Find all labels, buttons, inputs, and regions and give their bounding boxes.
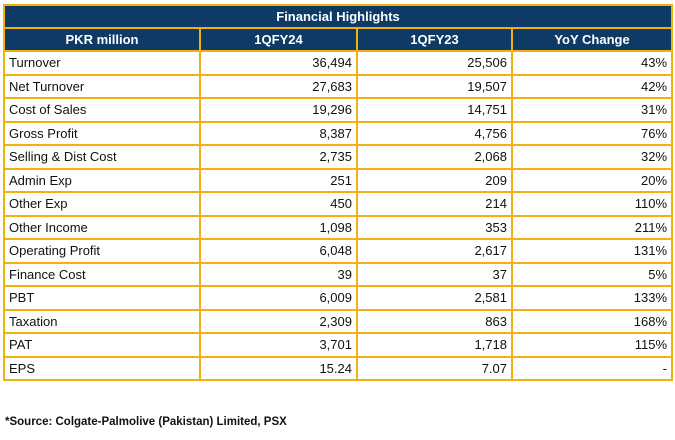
cell-yoy-change: 43% xyxy=(510,50,674,76)
row-label: Selling & Dist Cost xyxy=(3,144,201,170)
header-pkr-million: PKR million xyxy=(3,27,201,52)
row-label: PBT xyxy=(3,285,201,311)
table-row: Taxation 2,309 863 168% xyxy=(3,308,674,334)
cell-1qfy24: 251 xyxy=(199,167,358,193)
table-header-row: PKR million 1QFY24 1QFY23 YoY Change xyxy=(3,27,674,52)
cell-1qfy24: 6,048 xyxy=(199,238,358,264)
cell-1qfy23: 14,751 xyxy=(356,97,513,123)
cell-yoy-change: 115% xyxy=(510,332,674,358)
table-row: Admin Exp 251 209 20% xyxy=(3,167,674,193)
row-label: PAT xyxy=(3,332,201,358)
cell-1qfy24: 2,309 xyxy=(199,308,358,334)
financial-highlights-table: Financial Highlights PKR million 1QFY24 … xyxy=(2,4,674,381)
cell-1qfy23: 4,756 xyxy=(356,120,513,146)
table-row: Turnover 36,494 25,506 43% xyxy=(3,50,674,76)
row-label: Taxation xyxy=(3,308,201,334)
cell-1qfy23: 2,581 xyxy=(356,285,513,311)
cell-1qfy23: 863 xyxy=(356,308,513,334)
row-label: Cost of Sales xyxy=(3,97,201,123)
header-1qfy24: 1QFY24 xyxy=(199,27,358,52)
cell-1qfy24: 6,009 xyxy=(199,285,358,311)
table-row: PAT 3,701 1,718 115% xyxy=(3,332,674,358)
cell-1qfy23: 214 xyxy=(356,191,513,217)
table-row: Net Turnover 27,683 19,507 42% xyxy=(3,73,674,99)
cell-1qfy23: 7.07 xyxy=(356,355,513,381)
cell-yoy-change: 211% xyxy=(510,214,674,240)
table-body: Turnover 36,494 25,506 43% Net Turnover 27,68… xyxy=(3,50,674,381)
cell-1qfy23: 209 xyxy=(356,167,513,193)
source-note: *Source: Colgate-Palmolive (Pakistan) Li… xyxy=(5,416,287,428)
cell-1qfy23: 2,617 xyxy=(356,238,513,264)
row-label: Turnover xyxy=(3,50,201,76)
cell-yoy-change: 32% xyxy=(510,144,674,170)
cell-1qfy24: 8,387 xyxy=(199,120,358,146)
row-label: Operating Profit xyxy=(3,238,201,264)
cell-1qfy24: 3,701 xyxy=(199,332,358,358)
cell-1qfy23: 37 xyxy=(356,261,513,287)
row-label: Net Turnover xyxy=(3,73,201,99)
table-row: Other Exp 450 214 110% xyxy=(3,191,674,217)
cell-1qfy24: 1,098 xyxy=(199,214,358,240)
cell-1qfy24: 19,296 xyxy=(199,97,358,123)
row-label: Finance Cost xyxy=(3,261,201,287)
cell-yoy-change: - xyxy=(510,355,674,381)
cell-1qfy23: 1,718 xyxy=(356,332,513,358)
cell-1qfy24: 27,683 xyxy=(199,73,358,99)
table-row: PBT 6,009 2,581 133% xyxy=(3,285,674,311)
table-title: Financial Highlights xyxy=(2,4,674,29)
cell-1qfy24: 39 xyxy=(199,261,358,287)
table-title-row: Financial Highlights xyxy=(2,4,674,29)
cell-1qfy23: 19,507 xyxy=(356,73,513,99)
cell-1qfy23: 353 xyxy=(356,214,513,240)
row-label: Admin Exp xyxy=(3,167,201,193)
table-row: Cost of Sales 19,296 14,751 31% xyxy=(3,97,674,123)
row-label: Other Exp xyxy=(3,191,201,217)
cell-yoy-change: 110% xyxy=(510,191,674,217)
table-row: Finance Cost 39 37 5% xyxy=(3,261,674,287)
table-row: Selling & Dist Cost 2,735 2,068 32% xyxy=(3,144,674,170)
cell-yoy-change: 20% xyxy=(510,167,674,193)
header-yoy-change: YoY Change xyxy=(510,27,674,52)
cell-1qfy24: 15.24 xyxy=(199,355,358,381)
cell-1qfy24: 2,735 xyxy=(199,144,358,170)
table-row: Other Income 1,098 353 211% xyxy=(3,214,674,240)
table-row: Gross Profit 8,387 4,756 76% xyxy=(3,120,674,146)
cell-yoy-change: 131% xyxy=(510,238,674,264)
cell-1qfy23: 2,068 xyxy=(356,144,513,170)
cell-yoy-change: 5% xyxy=(510,261,674,287)
cell-yoy-change: 168% xyxy=(510,308,674,334)
row-label: Gross Profit xyxy=(3,120,201,146)
cell-yoy-change: 31% xyxy=(510,97,674,123)
cell-yoy-change: 42% xyxy=(510,73,674,99)
cell-1qfy23: 25,506 xyxy=(356,50,513,76)
cell-yoy-change: 133% xyxy=(510,285,674,311)
cell-1qfy24: 36,494 xyxy=(199,50,358,76)
cell-1qfy24: 450 xyxy=(199,191,358,217)
table-row: EPS 15.24 7.07- xyxy=(3,355,674,381)
cell-yoy-change: 76% xyxy=(510,120,674,146)
row-label: EPS xyxy=(3,355,201,381)
row-label: Other Income xyxy=(3,214,201,240)
table-row: Operating Profit 6,048 2,617 131% xyxy=(3,238,674,264)
header-1qfy23: 1QFY23 xyxy=(356,27,513,52)
